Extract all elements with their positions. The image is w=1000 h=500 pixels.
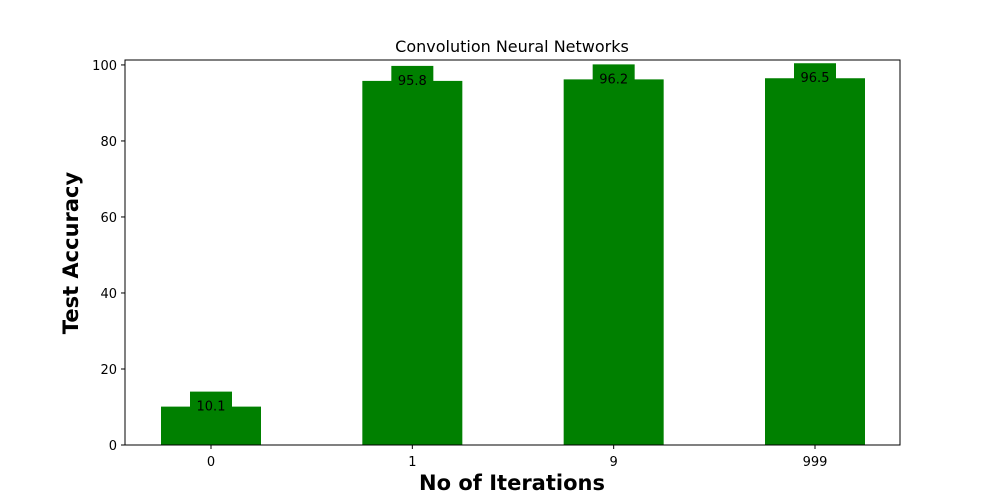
x-tick-label-0: 0 xyxy=(207,455,215,470)
chart-title: Convolution Neural Networks xyxy=(395,37,629,56)
x-axis-label: No of Iterations xyxy=(419,471,605,495)
bars-layer xyxy=(161,78,865,445)
plot-area-frame xyxy=(124,59,901,446)
y-tick-label-40: 40 xyxy=(100,287,117,302)
data-label-999: 96.5 xyxy=(801,71,830,86)
bar-0 xyxy=(161,406,261,445)
bar-999 xyxy=(765,78,865,445)
data-label-box-1 xyxy=(391,65,434,87)
x-tick-label-9: 9 xyxy=(610,455,618,470)
y-axis: 0 20 40 60 80 100 xyxy=(92,59,125,454)
y-tick-label-80: 80 xyxy=(100,135,117,150)
data-label-1: 95.8 xyxy=(398,74,427,89)
x-tick-label-999: 999 xyxy=(803,455,828,470)
data-label-box-999 xyxy=(794,63,836,85)
data-labels-layer: 10.1 95.8 96.2 96.5 xyxy=(190,63,836,415)
data-label-9: 96.2 xyxy=(599,72,628,87)
bar-1 xyxy=(362,80,463,445)
x-tick-label-1: 1 xyxy=(408,455,416,470)
y-axis-label: Test Accuracy xyxy=(59,172,83,335)
bar-9 xyxy=(563,79,664,445)
data-label-box-0 xyxy=(190,391,232,413)
y-tick-label-60: 60 xyxy=(100,211,117,226)
x-axis: 0 1 9 999 xyxy=(207,445,828,470)
y-tick-label-20: 20 xyxy=(100,363,117,378)
data-label-box-9 xyxy=(592,64,635,86)
y-tick-label-100: 100 xyxy=(92,59,117,74)
data-label-0: 10.1 xyxy=(197,400,226,415)
y-tick-label-0: 0 xyxy=(109,439,117,454)
